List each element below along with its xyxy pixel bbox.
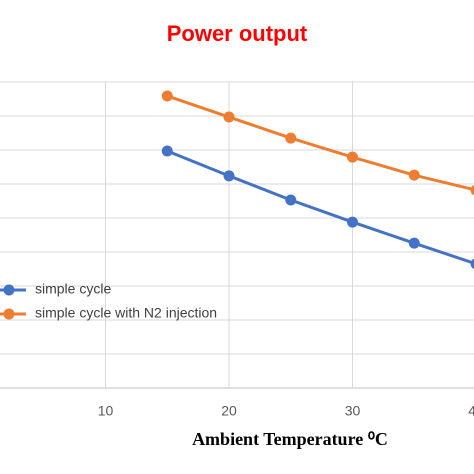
x-tick-label: 30 — [345, 403, 361, 419]
x-axis-label: Ambient Temperature ⁰C — [192, 429, 388, 449]
data-point — [470, 258, 474, 270]
legend-label: simple cycle — [35, 281, 111, 297]
data-point — [285, 132, 297, 144]
legend-marker — [3, 308, 15, 320]
data-point — [347, 151, 358, 163]
data-point — [161, 90, 173, 102]
series-line — [166, 149, 474, 265]
x-tick-label: 40 — [468, 403, 474, 419]
data-point — [223, 111, 235, 123]
data-point — [347, 216, 358, 228]
data-point — [223, 170, 235, 182]
chart-title: Power output — [167, 21, 308, 46]
legend-label: simple cycle with N2 injection — [35, 305, 217, 321]
data-point — [408, 237, 420, 249]
legend-marker — [3, 284, 15, 296]
x-tick-label: 20 — [221, 403, 237, 419]
x-tick-label: 10 — [98, 403, 114, 419]
data-point — [285, 194, 297, 206]
data-point — [161, 145, 173, 157]
series-line — [166, 94, 474, 192]
data-point — [408, 169, 420, 181]
data-point — [470, 184, 474, 196]
